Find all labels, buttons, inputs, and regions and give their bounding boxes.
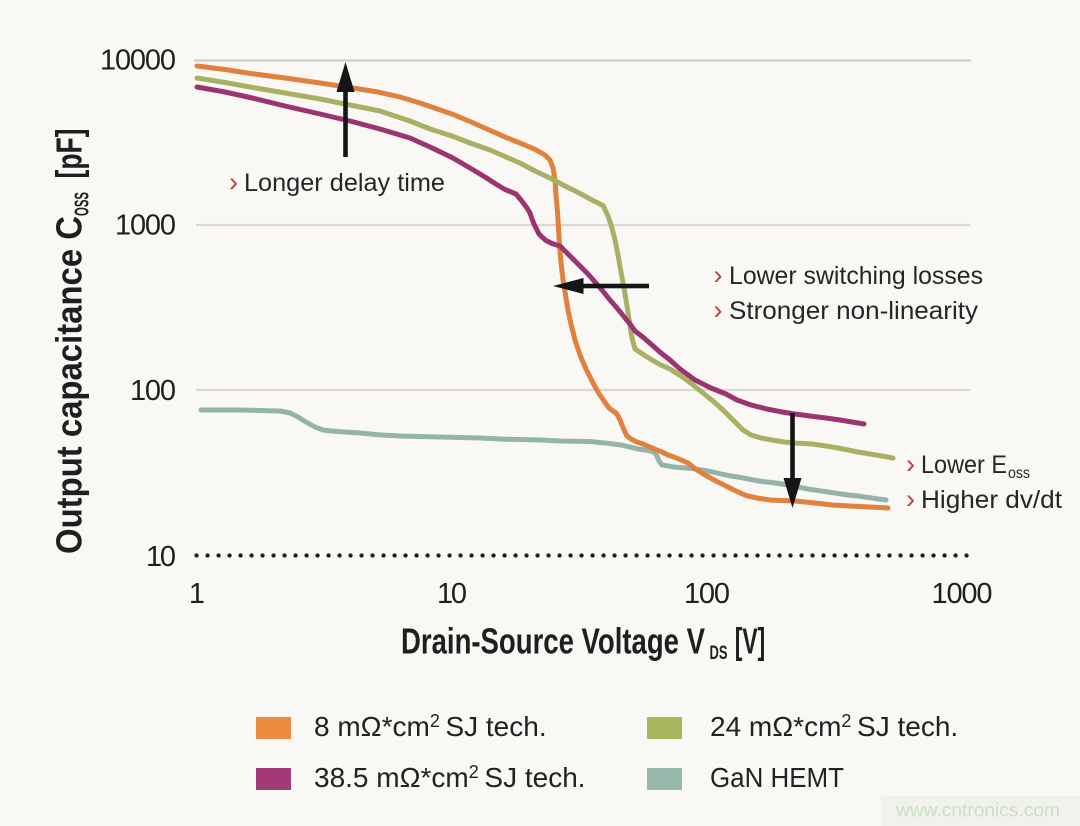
svg-text:Stronger non-linearity: Stronger non-linearity xyxy=(729,297,979,325)
svg-text:8 mΩ*cm2 SJ tech.: 8 mΩ*cm2 SJ tech. xyxy=(314,711,547,742)
svg-text:Output capacitance C: Output capacitance C xyxy=(49,216,90,554)
svg-text:[V]: [V] xyxy=(735,621,766,662)
svg-text:Longer delay time: Longer delay time xyxy=(244,169,445,197)
svg-text:10: 10 xyxy=(146,541,176,573)
svg-text:Lower switching losses: Lower switching losses xyxy=(729,262,983,290)
svg-text:1: 1 xyxy=(189,578,205,610)
svg-text:DS: DS xyxy=(710,643,728,664)
svg-text:100: 100 xyxy=(130,375,176,407)
svg-text:›: › xyxy=(906,484,915,514)
svg-text:›: › xyxy=(714,295,723,325)
svg-text:10000: 10000 xyxy=(100,45,176,77)
svg-text:›: › xyxy=(714,260,723,290)
svg-text:10: 10 xyxy=(437,578,467,610)
svg-text:www.cntronics.com: www.cntronics.com xyxy=(895,801,1060,822)
svg-text:38.5 mΩ*cm2 SJ tech.: 38.5 mΩ*cm2 SJ tech. xyxy=(314,762,586,793)
svg-text:OSS: OSS xyxy=(72,192,94,216)
svg-text:›: › xyxy=(906,449,915,479)
svg-text:Higher dv/dt: Higher dv/dt xyxy=(921,486,1062,514)
svg-text:100: 100 xyxy=(684,578,730,610)
svg-text:Drain-Source Voltage V: Drain-Source Voltage V xyxy=(401,621,705,662)
svg-text:1000: 1000 xyxy=(115,210,176,242)
svg-text:oss: oss xyxy=(1008,465,1030,482)
svg-text:›: › xyxy=(229,167,238,197)
svg-text:[pF]: [pF] xyxy=(49,129,90,179)
svg-text:Lower E: Lower E xyxy=(921,451,1007,479)
svg-text:1000: 1000 xyxy=(932,578,993,610)
svg-text:GaN HEMT: GaN HEMT xyxy=(710,762,844,793)
svg-text:24 mΩ*cm2 SJ tech.: 24 mΩ*cm2 SJ tech. xyxy=(710,711,958,742)
